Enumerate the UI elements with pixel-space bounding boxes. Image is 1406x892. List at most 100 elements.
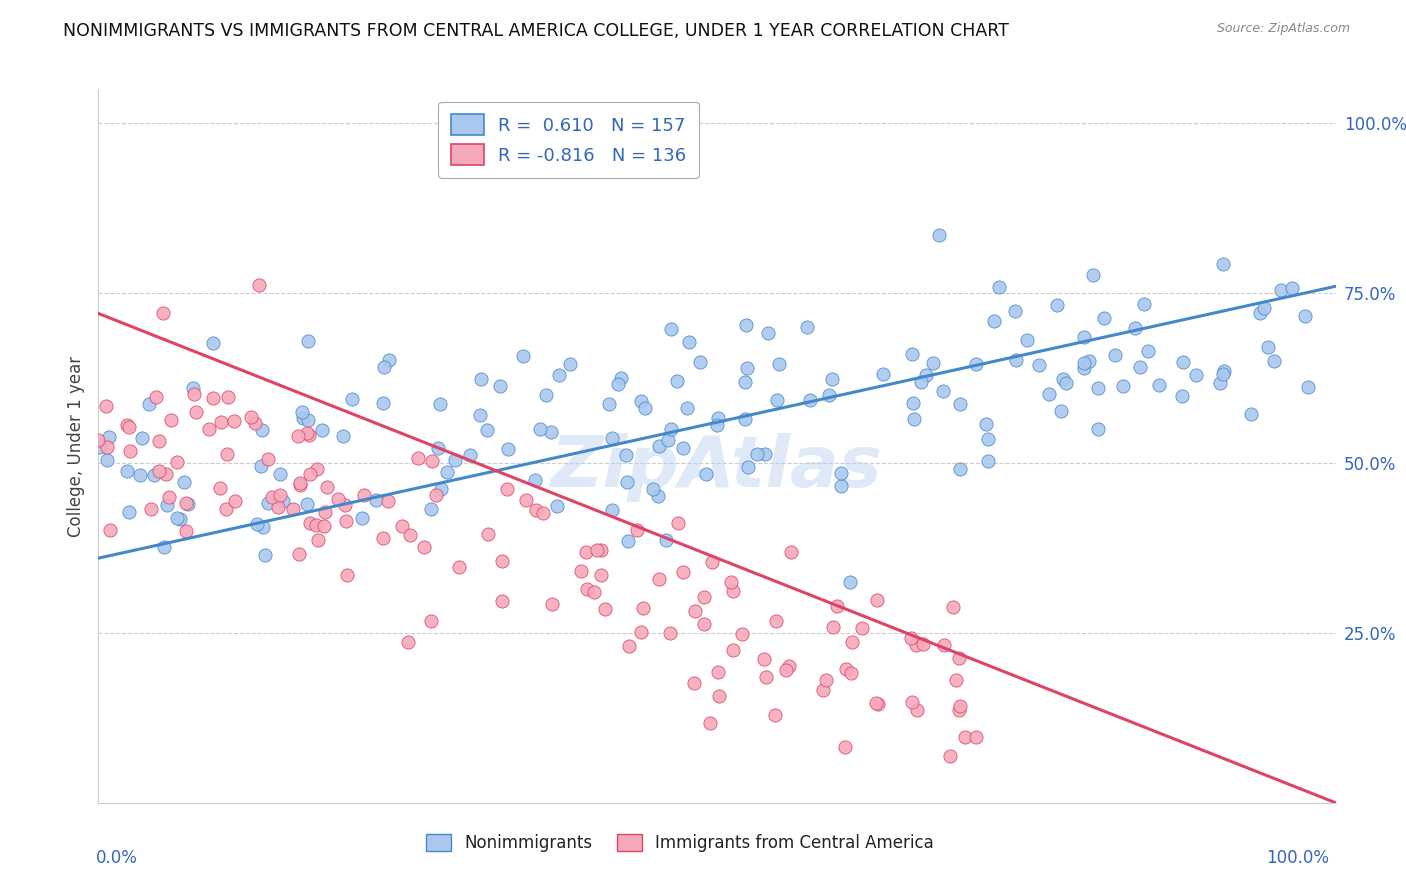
Point: [183, 386, 205, 401]
Point: [1263, 354, 1285, 368]
Point: [901, 695, 924, 709]
Point: [391, 519, 413, 533]
Point: [267, 500, 290, 514]
Point: [948, 702, 970, 716]
Point: [529, 422, 551, 436]
Point: [949, 462, 972, 476]
Text: ZipAtlas: ZipAtlas: [551, 433, 883, 502]
Point: [1123, 320, 1146, 334]
Point: [290, 478, 312, 492]
Point: [835, 662, 858, 676]
Point: [699, 716, 721, 731]
Point: [752, 652, 775, 666]
Point: [730, 627, 752, 641]
Point: [821, 620, 844, 634]
Point: [364, 493, 387, 508]
Point: [775, 664, 797, 678]
Point: [1212, 367, 1234, 381]
Point: [495, 482, 517, 496]
Point: [198, 421, 221, 435]
Point: [938, 748, 960, 763]
Point: [825, 599, 848, 613]
Point: [905, 703, 928, 717]
Point: [378, 353, 401, 368]
Point: [683, 604, 706, 618]
Point: [1087, 381, 1109, 395]
Point: [115, 464, 138, 478]
Point: [475, 423, 498, 437]
Point: [589, 568, 612, 582]
Point: [932, 638, 955, 652]
Point: [634, 401, 657, 415]
Point: [1015, 334, 1038, 348]
Point: [586, 543, 609, 558]
Point: [949, 698, 972, 713]
Point: [610, 371, 633, 385]
Point: [734, 412, 756, 426]
Point: [1073, 356, 1095, 370]
Point: [672, 441, 695, 455]
Point: [335, 498, 357, 512]
Point: [176, 496, 198, 510]
Point: [1004, 303, 1026, 318]
Point: [942, 600, 965, 615]
Point: [491, 554, 513, 568]
Point: [1270, 283, 1292, 297]
Point: [756, 326, 779, 341]
Point: [903, 396, 925, 410]
Point: [148, 434, 170, 448]
Point: [1281, 280, 1303, 294]
Point: [695, 467, 717, 481]
Point: [477, 526, 499, 541]
Point: [589, 543, 612, 558]
Point: [626, 524, 648, 538]
Point: [1249, 305, 1271, 319]
Point: [676, 401, 699, 416]
Point: [307, 462, 329, 476]
Point: [184, 404, 207, 418]
Point: [169, 512, 191, 526]
Point: [754, 446, 776, 460]
Point: [755, 670, 778, 684]
Point: [115, 418, 138, 433]
Point: [659, 321, 682, 335]
Point: [295, 497, 318, 511]
Point: [297, 413, 319, 427]
Point: [118, 443, 141, 458]
Point: [1209, 376, 1232, 391]
Point: [419, 502, 441, 516]
Point: [436, 465, 458, 479]
Point: [1087, 422, 1109, 436]
Point: [299, 467, 322, 481]
Point: [768, 357, 790, 371]
Point: [98, 523, 121, 537]
Point: [928, 227, 950, 242]
Point: [373, 360, 395, 375]
Point: [458, 448, 481, 462]
Point: [600, 503, 623, 517]
Point: [1005, 352, 1028, 367]
Point: [778, 659, 800, 673]
Point: [1185, 368, 1208, 383]
Point: [247, 277, 270, 292]
Point: [419, 615, 441, 629]
Point: [707, 665, 730, 680]
Point: [89, 440, 111, 454]
Point: [155, 467, 177, 481]
Point: [910, 376, 932, 390]
Point: [735, 360, 758, 375]
Point: [922, 355, 945, 369]
Point: [655, 533, 678, 547]
Point: [851, 621, 873, 635]
Point: [765, 614, 787, 628]
Point: [176, 497, 198, 511]
Point: [780, 545, 803, 559]
Point: [648, 439, 671, 453]
Point: [295, 425, 318, 440]
Point: [598, 396, 620, 410]
Point: [900, 631, 922, 645]
Point: [614, 449, 637, 463]
Point: [903, 412, 925, 426]
Point: [249, 458, 271, 473]
Point: [866, 697, 889, 711]
